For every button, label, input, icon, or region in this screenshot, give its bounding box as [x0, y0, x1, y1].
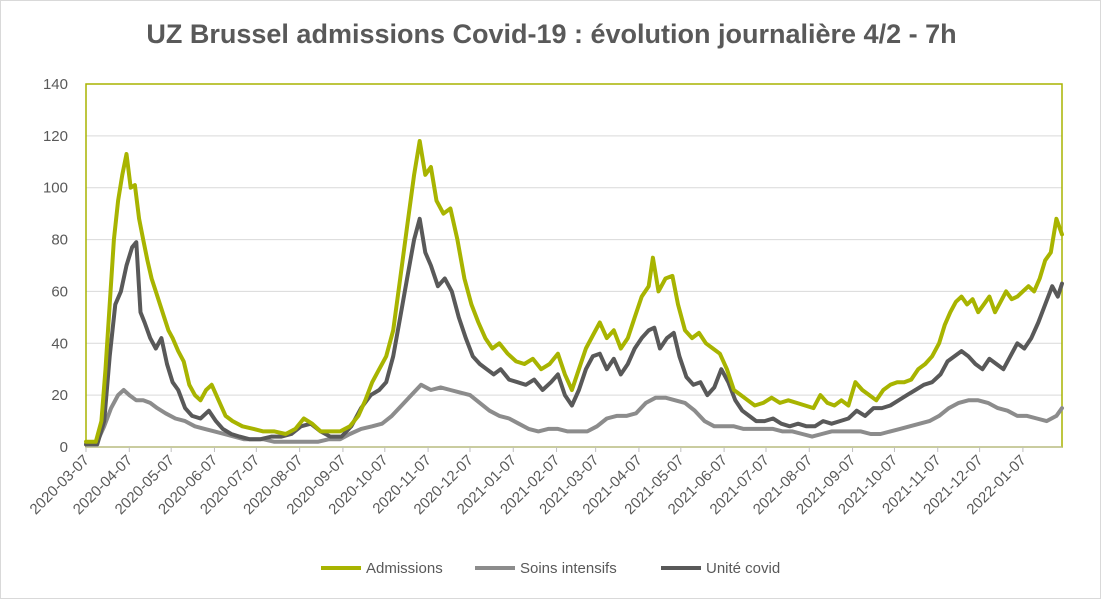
- y-tick-label: 20: [51, 387, 68, 404]
- y-axis: 0 20 40 60 80 100 120 140: [43, 76, 68, 456]
- legend: Admissions Soins intensifs Unité covid: [321, 560, 780, 577]
- series-lines: [84, 139, 1064, 447]
- y-tick-label: 120: [43, 128, 68, 145]
- y-tick-label: 0: [60, 439, 68, 456]
- plot-area-border: [85, 83, 1063, 448]
- y-tick-label: 40: [51, 335, 68, 352]
- legend-label: Admissions: [366, 560, 443, 577]
- grid-lines: [86, 83, 1062, 396]
- x-axis: 2020-03-072020-04-072020-05-072020-06-07…: [27, 446, 1062, 518]
- series-line-admissions: [84, 139, 1064, 444]
- series-line-soins-intensifs: [84, 382, 1064, 447]
- y-tick-label: 60: [51, 283, 68, 300]
- legend-label: Unité covid: [706, 560, 780, 577]
- legend-label: Soins intensifs: [520, 560, 617, 577]
- series-line-unité-covid: [84, 216, 1064, 447]
- y-tick-label: 100: [43, 180, 68, 197]
- y-tick-label: 140: [43, 76, 68, 93]
- chart-title: UZ Brussel admissions Covid-19 : évoluti…: [146, 19, 957, 49]
- y-tick-label: 80: [51, 232, 68, 249]
